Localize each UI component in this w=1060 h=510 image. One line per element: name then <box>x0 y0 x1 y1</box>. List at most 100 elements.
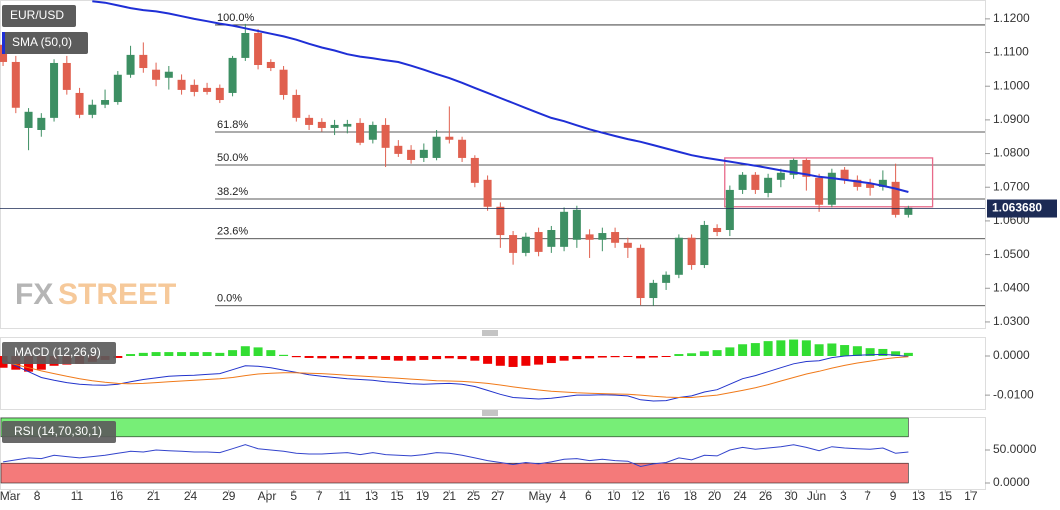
candle-body <box>215 87 224 101</box>
candle-body <box>419 149 428 158</box>
last-price-box <box>987 199 1057 218</box>
histogram-bar <box>457 356 467 360</box>
histogram-bar <box>177 352 187 356</box>
candle-body <box>177 79 186 90</box>
histogram-bar <box>699 351 709 356</box>
y-tick-label: 1.0700 <box>993 179 1030 193</box>
candle-body <box>24 111 33 128</box>
x-tick-label: Apr <box>258 489 277 503</box>
histogram-bar <box>368 356 378 360</box>
candle-body <box>203 87 212 92</box>
series-line <box>3 444 909 468</box>
label-box <box>2 342 116 364</box>
x-tick-label: 21 <box>147 489 161 503</box>
candle-body <box>738 174 747 190</box>
candle-body <box>611 232 620 243</box>
candle-body <box>343 123 352 127</box>
candle-body <box>560 211 569 247</box>
histogram-bar <box>266 350 276 356</box>
candle-body <box>317 121 326 128</box>
candle-body <box>62 62 71 90</box>
histogram-bar <box>521 356 531 366</box>
histogram-bar <box>738 344 748 356</box>
candle-body <box>228 57 237 93</box>
histogram-bar <box>763 341 773 356</box>
histogram-bar <box>891 351 901 356</box>
candle-body <box>700 224 709 266</box>
x-tick-label: 25 <box>467 489 481 503</box>
candle-body <box>662 274 671 283</box>
candle-body <box>164 71 173 78</box>
x-tick-label: May <box>529 489 552 503</box>
x-tick-label: 10 <box>607 489 621 503</box>
y-tick-label: 1.1200 <box>993 11 1030 25</box>
x-tick-label: 8 <box>34 489 41 503</box>
candle-body <box>279 69 288 95</box>
rsi-band <box>0 417 909 438</box>
histogram-bar <box>240 346 250 356</box>
y-tick-label: 1.0900 <box>993 112 1030 126</box>
x-tick-label: 11 <box>339 489 352 503</box>
histogram-bar <box>636 356 646 359</box>
histogram-bar <box>444 356 454 359</box>
histogram-bar <box>827 343 837 356</box>
x-tick-label: 24 <box>184 489 198 503</box>
y-tick-label: 0.0000 <box>993 475 1030 489</box>
histogram-bar <box>189 352 199 356</box>
fib-label: 61.8% <box>217 119 248 131</box>
x-tick-label: 13 <box>365 489 379 503</box>
histogram-bar <box>253 347 263 356</box>
candle-body <box>75 92 84 115</box>
histogram-bar <box>865 348 875 356</box>
x-tick-label: 7 <box>316 489 323 503</box>
fib-label: 50.0% <box>217 152 248 164</box>
histogram-bar <box>215 352 225 356</box>
histogram-bar <box>470 356 480 361</box>
histogram-bar <box>840 345 850 356</box>
candle-body <box>789 159 798 175</box>
series-line <box>2 353 909 402</box>
candle-body <box>394 145 403 154</box>
histogram-bar <box>597 356 607 358</box>
candle-body <box>649 282 658 299</box>
histogram-bar <box>687 353 697 356</box>
panel-handle[interactable] <box>482 330 498 336</box>
symbol-label: EUR/USD <box>10 8 64 22</box>
candle-body <box>368 124 377 140</box>
histogram-bar <box>674 354 684 356</box>
histogram-bar <box>342 356 352 359</box>
x-tick-label: 27 <box>491 489 505 503</box>
last-price-label: 1.063680 <box>992 201 1042 215</box>
candle-body <box>509 235 518 253</box>
candle-body <box>598 233 607 240</box>
x-tick-label: 20 <box>708 489 722 503</box>
x-tick-label: 5 <box>290 489 297 503</box>
indicator-label: RSI (14,70,30,1) <box>14 424 102 438</box>
histogram-bar <box>381 356 391 360</box>
x-tick-label: 7 <box>864 489 871 503</box>
candle-body <box>764 177 773 193</box>
candle-body <box>432 136 441 158</box>
y-tick-label: 1.0500 <box>993 247 1030 261</box>
candle-body <box>827 172 836 205</box>
candle-body <box>891 181 900 215</box>
candle-body <box>547 230 556 247</box>
x-tick-label: 21 <box>443 489 457 503</box>
x-tick-label: 30 <box>784 489 798 503</box>
watermark: STREET <box>58 278 176 311</box>
y-tick-label: 1.1000 <box>993 78 1030 92</box>
candle-body <box>292 94 301 118</box>
x-tick-label: 26 <box>759 489 773 503</box>
histogram-bar <box>508 356 518 367</box>
macd-panel <box>0 337 986 410</box>
panel-handle[interactable] <box>482 410 498 416</box>
histogram-bar <box>534 356 544 365</box>
rsi-band <box>0 462 909 484</box>
candle-body <box>470 157 479 183</box>
candle-body <box>840 169 849 180</box>
x-tick-label: Mar <box>0 489 20 503</box>
candle-body <box>751 174 760 190</box>
histogram-bar <box>878 348 888 356</box>
candle-body <box>254 33 263 65</box>
candle-body <box>11 61 20 108</box>
